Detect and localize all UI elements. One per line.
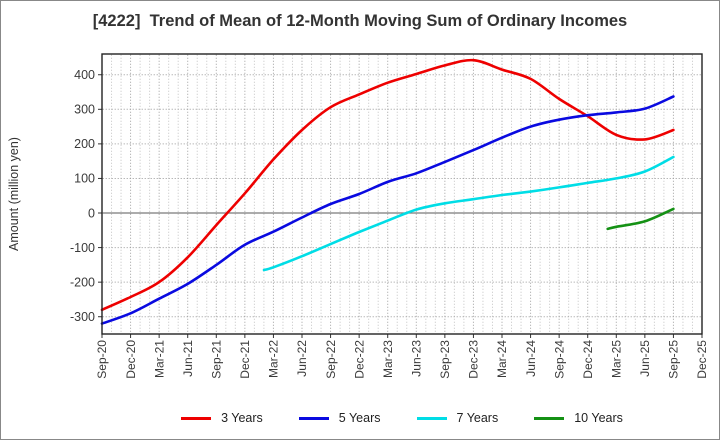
x-tick-label: Mar-23 [381, 340, 395, 378]
plot-frame [101, 53, 703, 335]
x-tick-label: Jun-23 [409, 340, 423, 377]
x-tick-label: Sep-25 [667, 340, 681, 379]
legend-swatch-10-years [534, 416, 565, 420]
legend-item: 5 Years [298, 410, 381, 425]
legend-label: 3 Years [221, 410, 263, 425]
legend-item: 10 Years [534, 412, 623, 425]
y-tick-label: 100 [74, 172, 95, 186]
x-tick-label: Dec-25 [695, 340, 709, 379]
y-tick-label: 300 [74, 103, 95, 117]
x-tick-label: Mar-25 [609, 340, 623, 378]
legend-label: 7 Years [456, 410, 499, 425]
series-lines [100, 58, 675, 325]
x-tick-label: Mar-24 [495, 340, 509, 378]
x-tick-label: Mar-21 [152, 340, 166, 378]
x-tick-label: Sep-23 [438, 340, 452, 379]
x-tick-label: Dec-21 [238, 340, 252, 379]
legend-item: 3 Years [181, 412, 263, 425]
x-tick-label: Dec-23 [467, 340, 481, 379]
y-tick-label: 400 [74, 68, 95, 82]
chart-plot: Sep-20 Dec-20 Mar-21 Jun-21 Sep-21 Dec-21 Mar-… [7, 53, 709, 379]
series-line-7-years [262, 155, 675, 272]
x-tick-label: Dec-22 [352, 340, 366, 379]
x-tick-label: Jun-25 [638, 340, 652, 377]
axis-ticks [98, 74, 703, 338]
legend-swatch-5-years [298, 416, 329, 420]
x-tick-label: Dec-24 [581, 340, 595, 379]
x-tick-label: Sep-21 [209, 340, 223, 379]
legend-label: 5 Years [338, 410, 381, 425]
legend-swatch-3-years [181, 416, 212, 420]
horizontal-gridlines [102, 74, 702, 318]
series-line-5-years [100, 95, 675, 325]
y-tick-label: 0 [88, 206, 95, 220]
x-tick-label: Jun-24 [524, 340, 538, 377]
chart-title: [4222] Trend of Mean of 12-Month Moving … [92, 12, 628, 30]
x-tick-label: Mar-22 [267, 340, 281, 378]
series-line-10-years [606, 207, 675, 231]
y-tick-label: -100 [70, 241, 95, 255]
legend-swatch-7-years [416, 416, 447, 420]
x-tick-label: Jun-21 [181, 340, 195, 377]
y-axis-labels: 400 300 200 100 0 -100 -200 -300 [70, 68, 95, 324]
vertical-gridlines [111, 54, 693, 334]
legend-item: 7 Years [416, 410, 499, 425]
y-tick-label: 200 [74, 137, 95, 151]
legend-label: 10 Years [574, 410, 623, 425]
x-tick-label: Sep-22 [324, 340, 338, 379]
series-line-3-years [100, 58, 675, 312]
y-tick-label: -300 [70, 310, 95, 324]
x-tick-label: Jun-22 [295, 340, 309, 377]
x-tick-label: Sep-20 [95, 340, 109, 379]
y-tick-label: -200 [70, 275, 95, 289]
x-tick-label: Dec-20 [124, 340, 138, 379]
y-axis-title: Amount (million yen) [7, 137, 21, 251]
x-axis-labels: Sep-20 Dec-20 Mar-21 Jun-21 Sep-21 Dec-21 Mar-… [95, 340, 709, 379]
x-tick-label: Sep-24 [552, 340, 566, 379]
legend: 3 Years 5 Years 7 Years 10 Years [102, 403, 702, 433]
